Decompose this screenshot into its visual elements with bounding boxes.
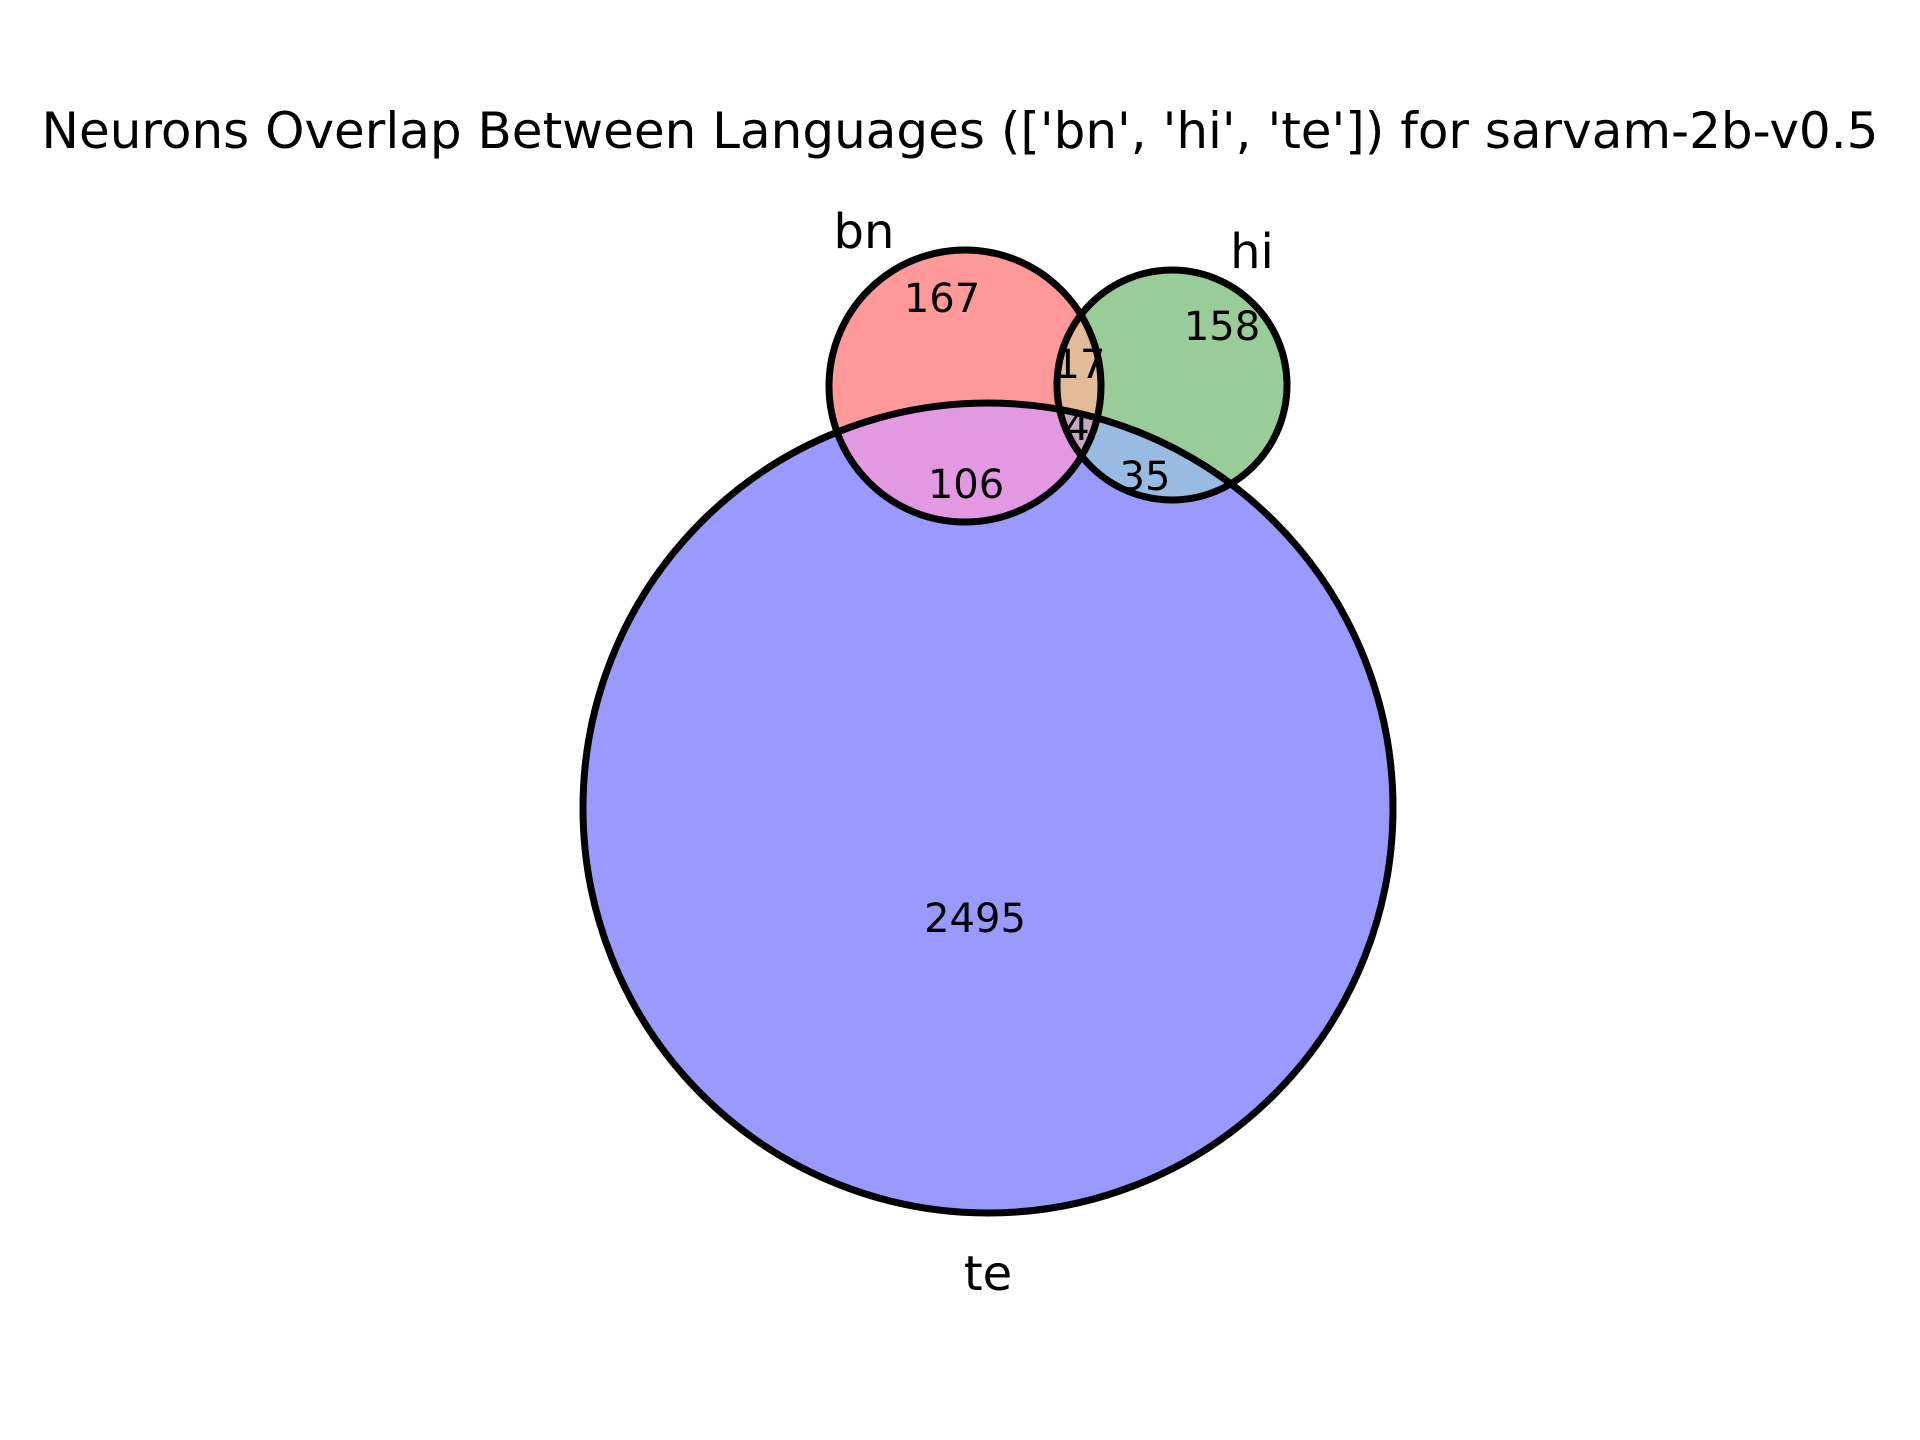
circle-fill-te [583,403,1393,1213]
set-label-bn: bn [834,204,895,260]
set-label-te: te [964,1246,1012,1302]
chart-title: Neurons Overlap Between Languages (['bn'… [42,102,1879,160]
region-label-hi_only: 158 [1184,304,1260,350]
region-labels: 167 158 2495 17 106 35 4 [904,276,1260,942]
region-label-bn_only: 167 [904,276,980,322]
circle-outline-bn [825,246,1105,526]
region-label-te_only: 2495 [924,896,1026,942]
set-labels: bn hi te [834,204,1274,1302]
region-label-bn_te: 106 [928,462,1004,508]
circle-outlines [579,246,1397,1217]
region-label-hi_te: 35 [1120,454,1171,500]
region-label-bn_hi: 17 [1055,342,1106,388]
circle-outline-hi [1053,266,1291,504]
circle-outline-te [579,399,1397,1217]
region-fills [583,250,1393,1213]
region-label-bn_hi_te: 4 [1064,404,1089,450]
set-label-hi: hi [1230,224,1274,280]
